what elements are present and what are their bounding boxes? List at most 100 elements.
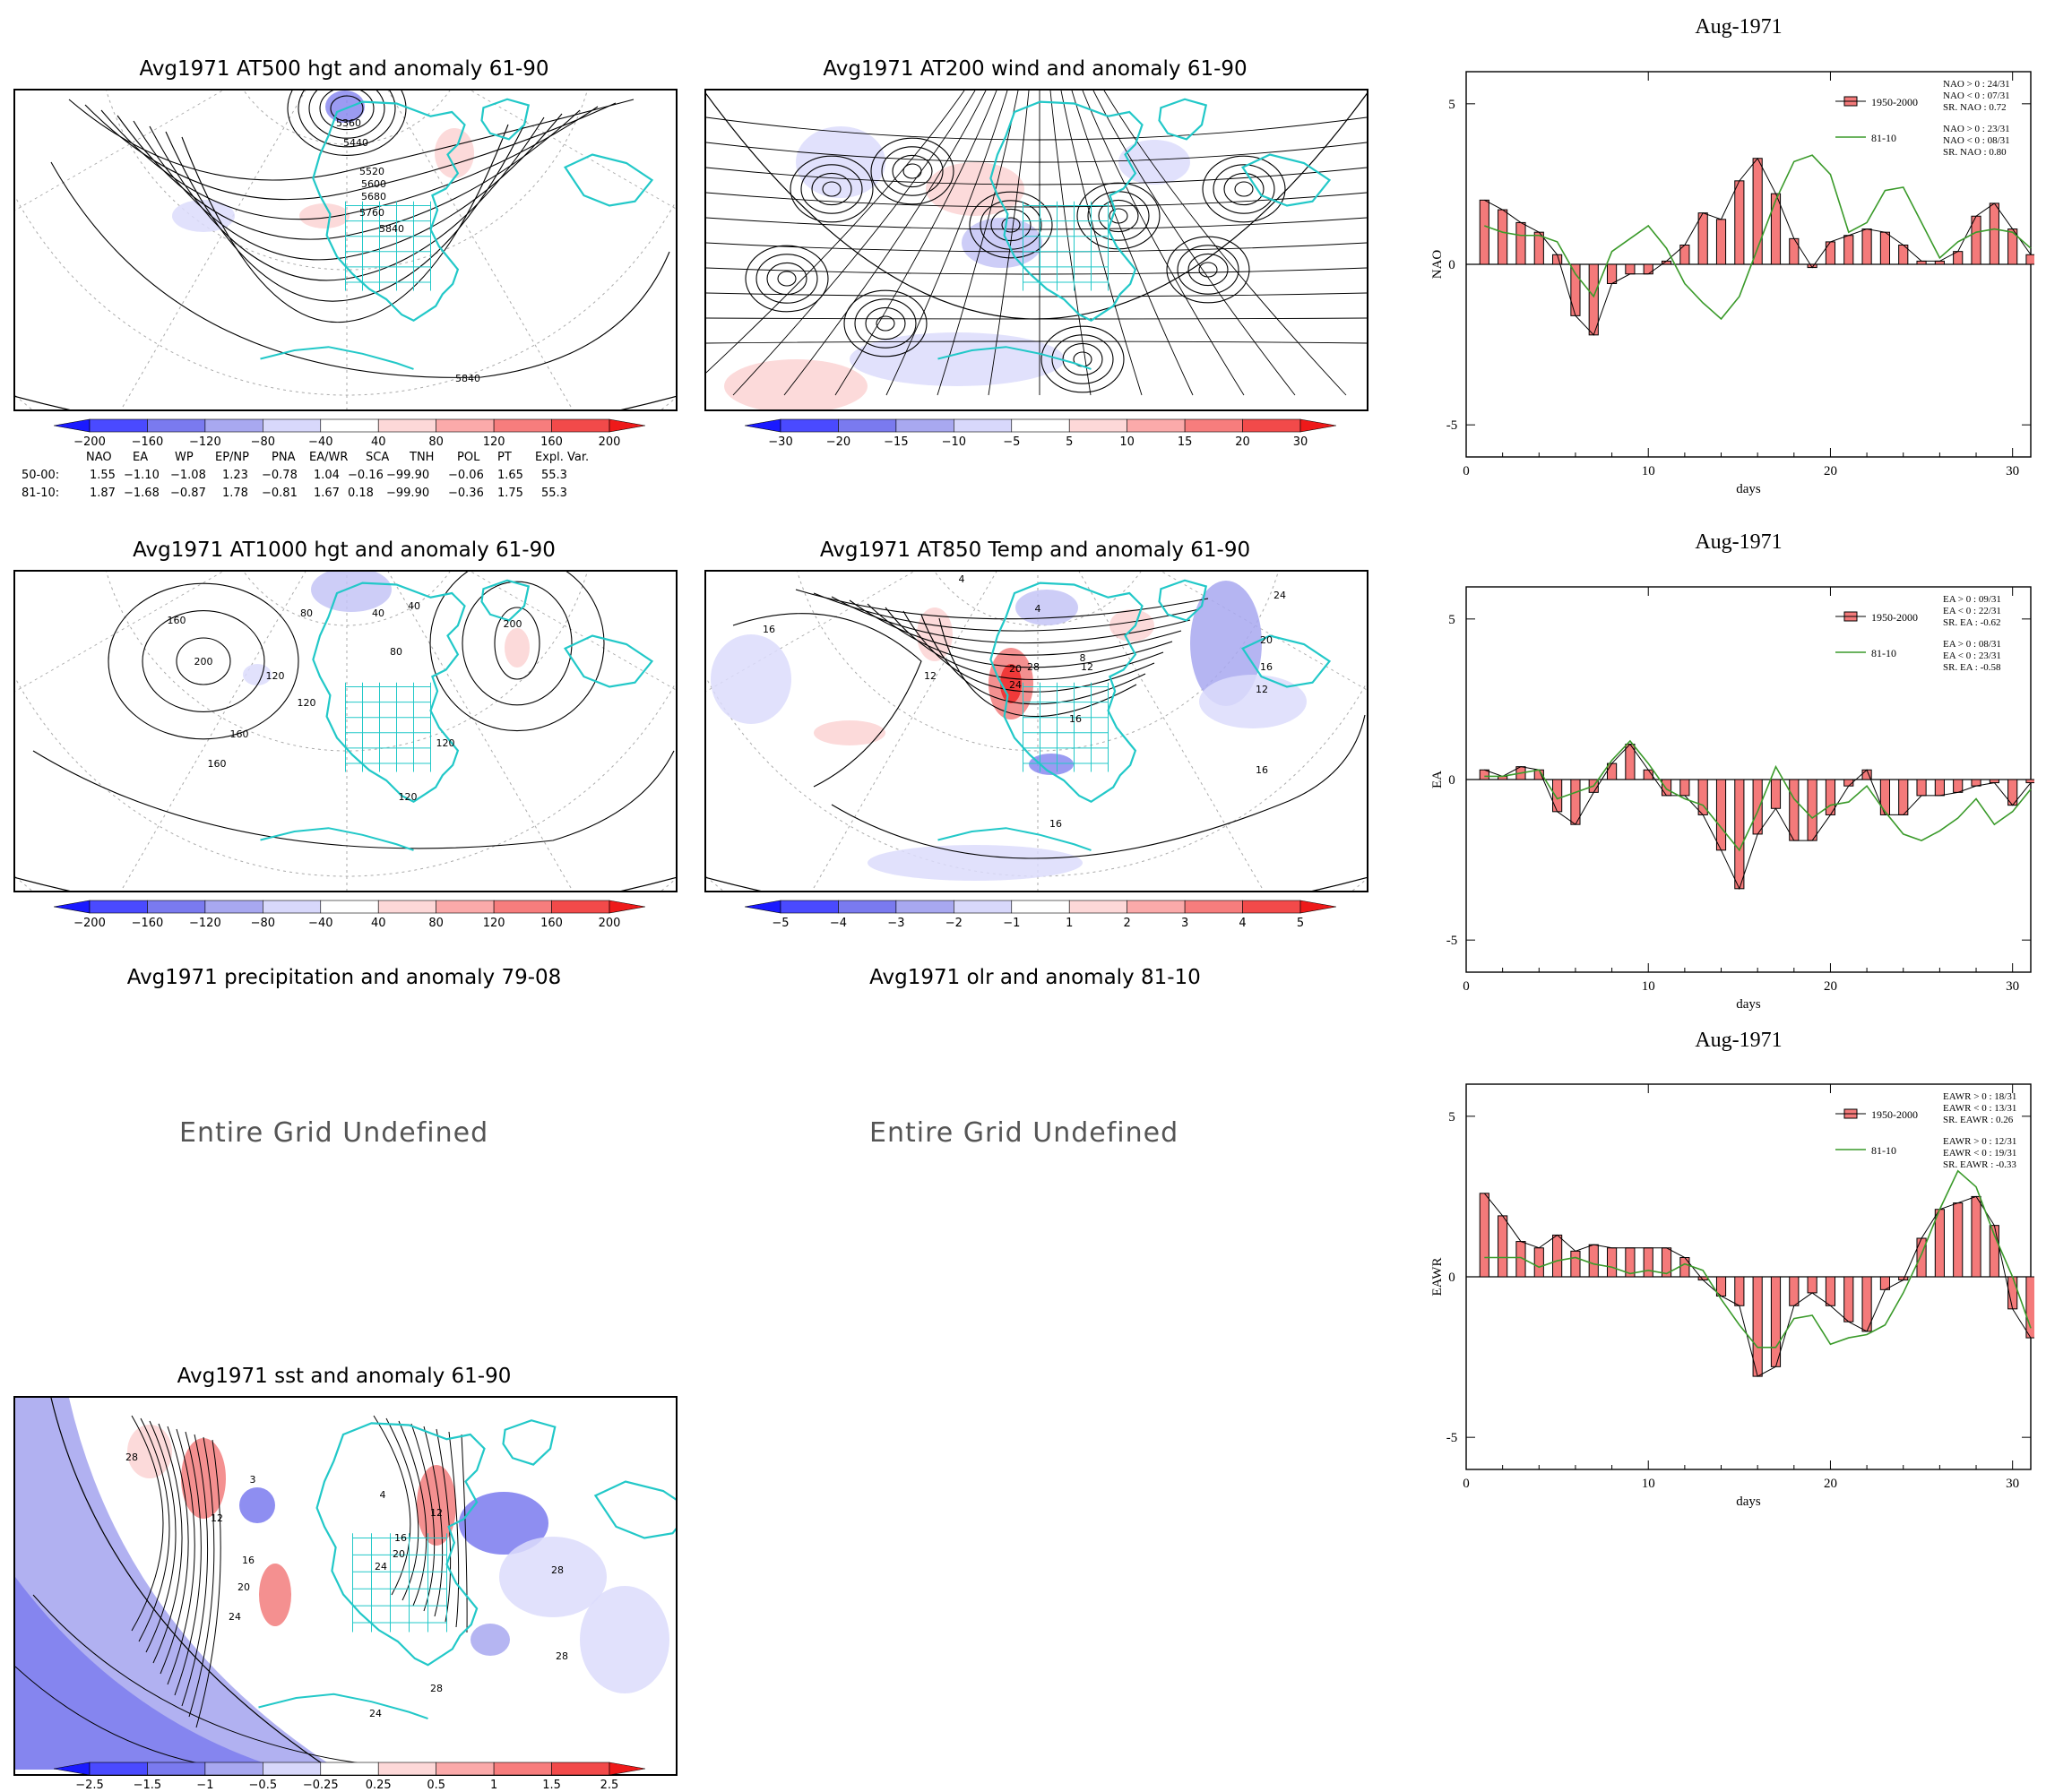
index-table-row-81-10: 81-10: 1.87 −1.68 −0.87 1.78 −0.81 1.67 …	[18, 487, 663, 503]
sst-colorbar-swatch	[263, 1762, 322, 1776]
at850-colorbar-swatch	[780, 900, 839, 914]
chart-title-ea: Aug-1971	[1695, 530, 1783, 554]
map-title-at500: Avg1971 AT500 hgt and anomaly 61-90	[139, 57, 549, 81]
ea-stat-line: EA > 0 : 08/31	[1943, 639, 2001, 650]
eawr-bar	[1789, 1276, 1800, 1306]
sst-negative-anomaly	[239, 1487, 275, 1523]
ea-bar	[1953, 779, 1964, 793]
ea-legend-label-line: 81-10	[1871, 647, 1896, 659]
at850-colorbar-label: −5	[772, 917, 789, 930]
ea-xlabel: days	[1736, 997, 1761, 1012]
sst-contour	[131, 1415, 164, 1632]
sst-contour	[138, 1417, 170, 1642]
header-expl-var: Expl. Var.	[535, 451, 590, 464]
at850-temperature-contour	[831, 714, 1366, 859]
at850-temperature-contour	[813, 592, 1200, 632]
at1000-colorbar-label: 40	[371, 917, 386, 930]
at1000-contour-label: 120	[399, 791, 418, 803]
at200-streamline	[1177, 245, 1239, 295]
at850-colorbar-label: −1	[1003, 917, 1020, 930]
colorbar-at850: −5 −4 −3 −2 −1 1 2 3 4 5	[745, 900, 1336, 930]
at850-colorbar-label: 1	[1066, 917, 1073, 930]
sst-colorbar-label: −2.5	[75, 1779, 104, 1791]
at1000-negative-anomaly	[243, 664, 272, 685]
at200-colorbar-swatch	[838, 418, 897, 433]
sst-colorbar-label: 1.5	[542, 1779, 561, 1791]
at1000-colorbar-swatch	[436, 900, 495, 914]
at500-map-graticule	[15, 90, 676, 409]
nao-bar	[1697, 212, 1708, 265]
eawr-stat-line: EAWR < 0 : 13/31	[1943, 1103, 2016, 1114]
at1000-positive-anomaly	[505, 628, 530, 668]
at200-colorbar-label: 5	[1066, 435, 1073, 449]
sst-contour-label: 4	[380, 1489, 386, 1501]
nao-bar	[1971, 215, 1981, 265]
header-sca: SCA	[366, 451, 390, 464]
nao-ytick-label: 0	[1448, 258, 1455, 272]
at1000-height-contour	[176, 637, 231, 685]
sst-contour	[398, 1420, 427, 1607]
ea-line-81-10	[1484, 739, 2032, 852]
chart-title-eawr: Aug-1971	[1695, 1029, 1783, 1052]
ea-bar	[1552, 779, 1563, 813]
at200-streamline	[1051, 334, 1114, 384]
at850-temperature-contour	[885, 607, 1164, 680]
header-ea: EA	[133, 451, 149, 464]
nao-bar	[1515, 221, 1526, 265]
ea-bar	[1934, 779, 1945, 797]
sst-contour	[188, 1436, 215, 1718]
at500-colorbar-label: 120	[483, 435, 505, 449]
colorbar-at200: −30 −20 −15 −10 −5 5 10 15 20 30	[745, 418, 1336, 449]
at1000-contour-label: 160	[208, 758, 227, 770]
sst-negative-anomaly	[15, 1577, 284, 1770]
sst-contour	[160, 1426, 189, 1675]
sst-contour	[423, 1426, 444, 1617]
at1000-height-contour	[142, 610, 265, 712]
nao-bar	[1789, 237, 1800, 265]
at200-colorbar-label: 30	[1293, 435, 1308, 449]
at500-colorbar-swatch	[377, 418, 436, 433]
header-wp: WP	[175, 451, 194, 464]
sst-contour-label: 28	[430, 1683, 443, 1694]
at200-streamline	[706, 167, 1367, 185]
nao-bar	[1861, 228, 1872, 265]
value-ea-wr: 1.67	[314, 487, 340, 500]
at850-temperature-contour	[795, 589, 1209, 620]
sst-map-domain-edge	[50, 1398, 339, 1774]
sst-contour-label: 16	[394, 1532, 407, 1544]
at850-contour-label: 16	[1260, 661, 1273, 673]
value-wp: −0.87	[170, 487, 206, 500]
sst-colorbar-low-arrow	[54, 1762, 91, 1776]
at200-streamline	[706, 217, 1367, 230]
eawr-bar	[1752, 1276, 1763, 1377]
at850-colorbar-label: 4	[1239, 917, 1246, 930]
at850-temperature-contour	[938, 617, 1137, 718]
at500-positive-anomaly	[299, 203, 350, 228]
ea-xtick-label: 10	[1642, 979, 1655, 994]
at500-colorbar-label: −40	[308, 435, 332, 449]
at500-height-contour	[287, 90, 407, 156]
at850-negative-anomaly	[711, 634, 791, 724]
sst-contour-label: 16	[242, 1555, 255, 1566]
at200-streamline	[969, 191, 1053, 259]
at850-colorbar-swatch	[838, 900, 897, 914]
eawr-bar	[1734, 1276, 1745, 1306]
at500-contour-label: 5360	[336, 117, 361, 129]
at1000-colorbar-swatch	[551, 900, 610, 914]
nao-stat-line: NAO > 0 : 23/31	[1943, 124, 2010, 134]
sst-negative-anomaly	[499, 1537, 607, 1617]
colorbar-at500: −200 −160 −120 −80 −40 40 80 120 160 200	[54, 418, 645, 449]
map-at1000-height: 160 200 80 40 120 120 160 120 200 160 40 80 120	[13, 570, 678, 892]
nao-ytick-label: -5	[1446, 418, 1458, 433]
at200-colorbar-low-arrow	[745, 418, 781, 433]
at200-streamline	[1060, 90, 1143, 396]
nao-bar	[1588, 263, 1599, 336]
at200-negative-anomaly	[962, 218, 1042, 268]
ea-bar	[1989, 779, 1999, 784]
at200-streamline	[1202, 155, 1286, 223]
at200-colorbar-label: 20	[1235, 435, 1250, 449]
sst-colorbar-label: −1	[196, 1779, 213, 1791]
map-at850-temperature: 4 16 12 20 24 28 16 16 4 8 12 24 20 16 12 16	[704, 570, 1368, 892]
at1000-contour-label: 40	[372, 607, 384, 619]
at850-negative-anomaly	[1190, 581, 1262, 706]
